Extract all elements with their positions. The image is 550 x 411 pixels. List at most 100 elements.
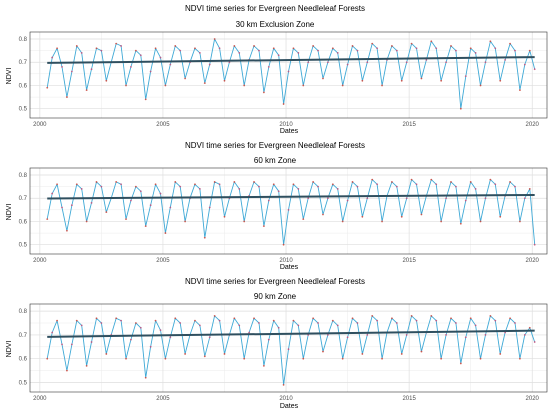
data-point	[519, 220, 521, 223]
data-point	[450, 317, 452, 320]
data-point	[459, 362, 462, 365]
data-point	[366, 334, 369, 336]
data-point	[533, 68, 536, 71]
data-point	[435, 47, 438, 50]
data-point	[425, 58, 428, 61]
data-point	[292, 183, 295, 186]
data-point	[213, 38, 216, 40]
data-point	[267, 199, 270, 202]
chart-title: NDVI time series for Evergreen Needlelea…	[185, 4, 365, 13]
data-point	[169, 336, 172, 339]
data-point	[489, 40, 492, 43]
data-point	[297, 188, 300, 190]
data-point	[459, 222, 462, 225]
y-tick-label: 0.8	[19, 309, 28, 315]
data-point	[95, 47, 98, 50]
chart-panel-60km: NDVI time series for Evergreen Needlelea…	[6, 141, 548, 271]
trend-line	[47, 56, 535, 64]
data-point	[267, 338, 270, 341]
data-point	[56, 183, 58, 186]
data-point	[519, 89, 521, 92]
data-point	[331, 319, 334, 322]
data-point	[115, 181, 118, 183]
data-point	[277, 326, 280, 329]
data-point	[504, 58, 507, 61]
data-point	[474, 324, 477, 327]
data-point	[297, 52, 300, 54]
data-point	[519, 357, 521, 360]
data-point	[499, 79, 502, 82]
data-point	[331, 183, 334, 186]
data-point	[420, 213, 423, 216]
y-axis-label: NDVI	[6, 68, 13, 85]
data-point	[61, 65, 63, 68]
data-point	[415, 47, 418, 50]
data-point	[105, 79, 108, 82]
ndvi-series-line	[46, 315, 536, 386]
data-point	[400, 353, 403, 355]
data-point	[169, 206, 172, 209]
y-tick-label: 0.8	[19, 173, 28, 179]
data-point	[484, 334, 487, 336]
x-axis-label: Dates	[280, 403, 299, 410]
data-point	[130, 65, 132, 68]
data-point	[302, 357, 305, 360]
y-tick-label: 0.7	[19, 60, 28, 66]
x-tick-label: 2010	[279, 396, 293, 402]
data-point	[366, 61, 369, 64]
data-point	[159, 56, 162, 59]
x-tick-label: 2015	[402, 258, 416, 264]
data-point	[361, 215, 364, 218]
data-point	[105, 211, 108, 214]
data-point	[198, 324, 201, 327]
data-point	[213, 181, 216, 183]
data-point	[371, 314, 374, 317]
data-point	[46, 218, 49, 221]
data-point	[184, 353, 187, 355]
data-point	[282, 383, 285, 386]
data-point	[120, 183, 122, 186]
data-point	[509, 181, 511, 183]
data-point	[440, 357, 443, 360]
data-point	[455, 49, 457, 52]
data-point	[194, 183, 196, 186]
data-point	[258, 322, 260, 324]
trend-line	[47, 329, 535, 338]
data-point	[464, 336, 467, 339]
trend-line	[47, 193, 535, 200]
data-point	[51, 331, 54, 334]
data-point	[405, 61, 408, 64]
data-point	[277, 54, 280, 57]
data-point	[90, 68, 93, 71]
data-point	[159, 329, 162, 332]
data-point	[514, 49, 516, 52]
plot-area	[29, 31, 548, 119]
data-point	[381, 220, 383, 223]
data-point	[484, 61, 487, 64]
data-point	[489, 178, 492, 181]
x-axis-label: Dates	[280, 264, 299, 271]
data-point	[198, 188, 201, 190]
data-point	[139, 54, 142, 57]
data-point	[430, 40, 433, 43]
data-point	[144, 225, 147, 228]
data-point	[154, 47, 157, 50]
data-point	[509, 317, 511, 320]
data-point	[51, 56, 54, 59]
data-point	[159, 192, 162, 195]
panel-border	[29, 31, 548, 119]
data-point	[149, 70, 152, 73]
chart-panel-90km: NDVI time series for Evergreen Needlelea…	[6, 277, 548, 410]
data-point	[85, 364, 88, 367]
data-point	[528, 326, 531, 329]
data-point	[100, 49, 103, 52]
data-point	[430, 314, 433, 317]
x-tick-label: 2015	[402, 122, 416, 128]
data-point	[405, 197, 408, 200]
data-point	[287, 70, 290, 73]
x-tick-label: 2020	[526, 258, 540, 264]
data-point	[262, 91, 265, 94]
data-point	[70, 343, 73, 346]
data-point	[218, 47, 221, 50]
